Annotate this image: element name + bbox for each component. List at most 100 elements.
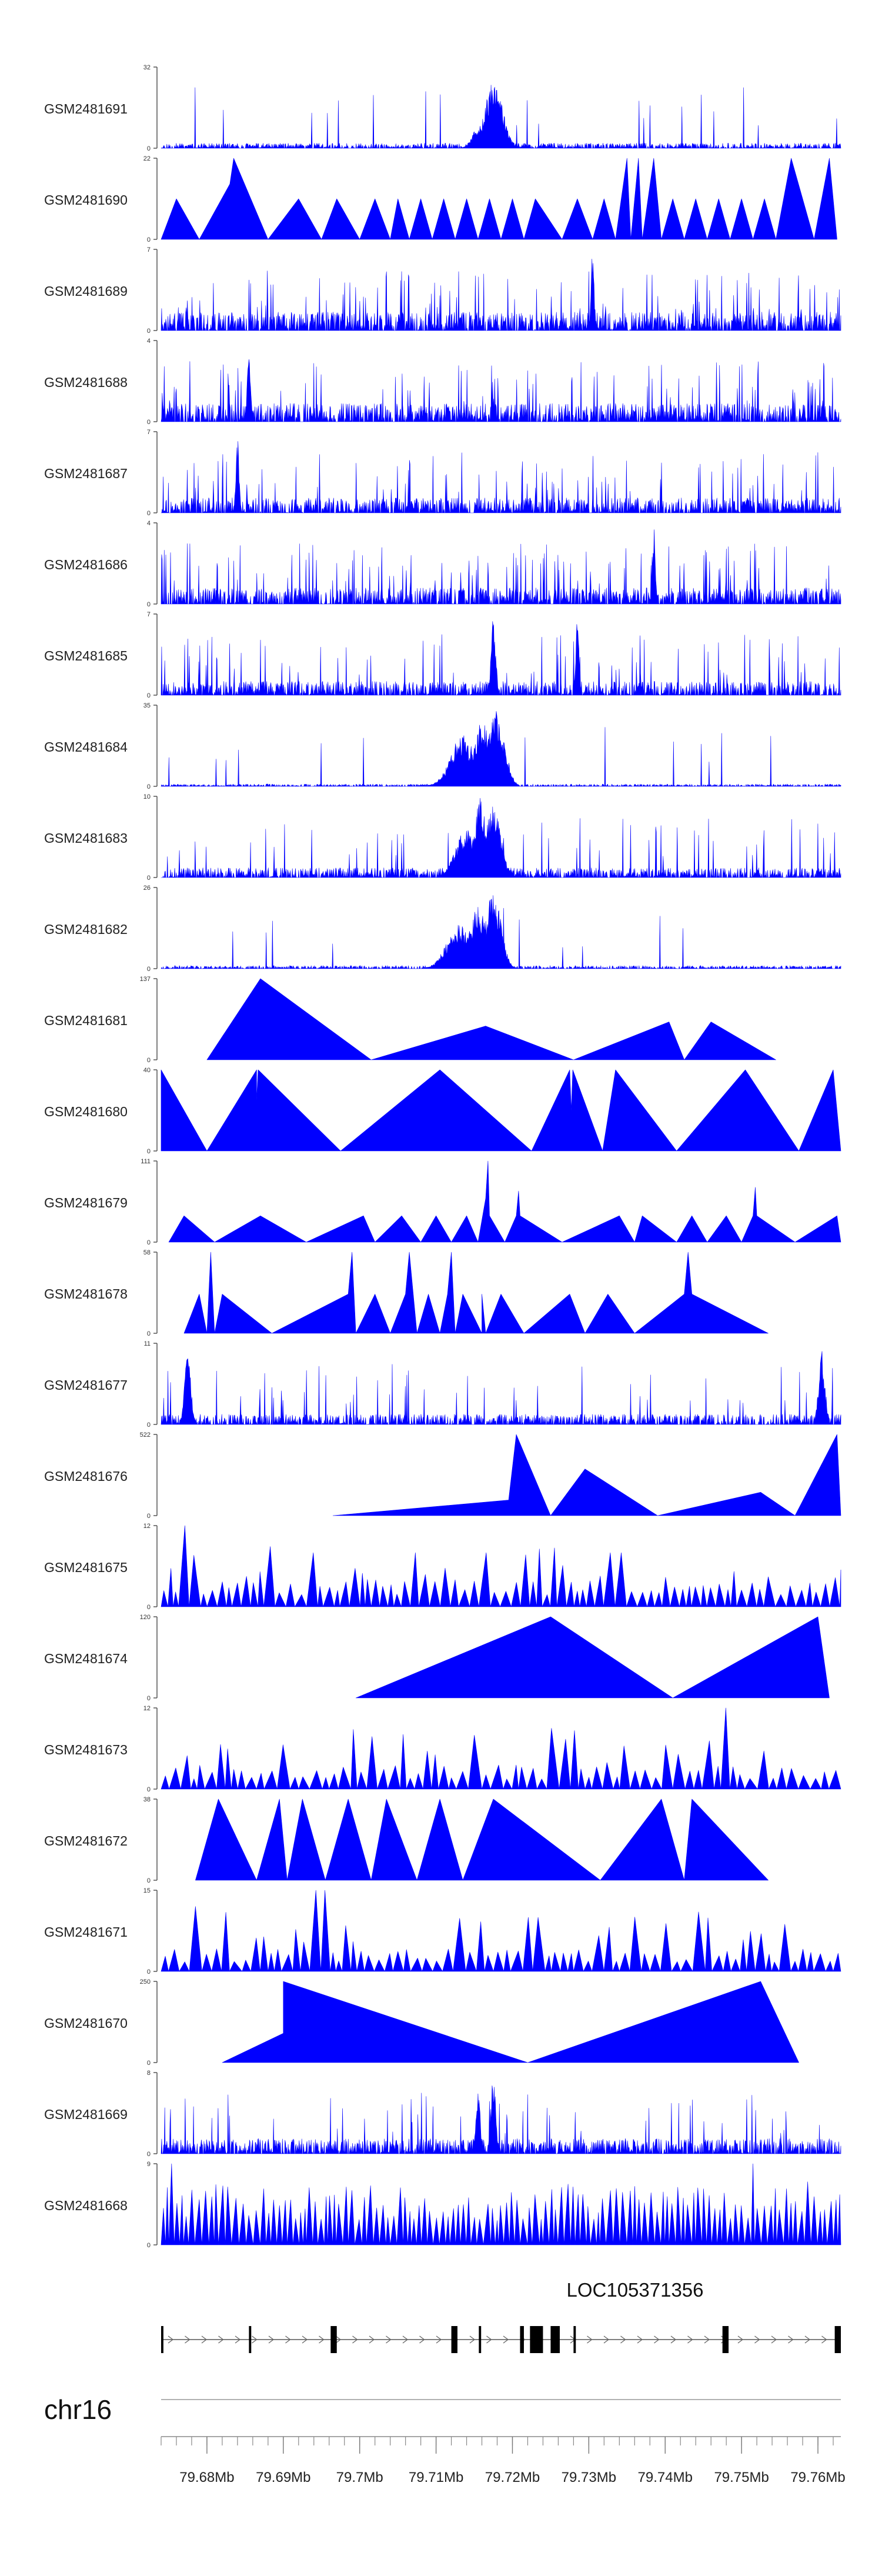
strand-arrow bbox=[821, 2335, 827, 2344]
strand-arrow bbox=[654, 2335, 660, 2344]
strand-arrow bbox=[503, 2335, 509, 2344]
strand-arrow bbox=[687, 2335, 693, 2344]
y-min-label: 0 bbox=[147, 1513, 151, 1520]
track-label: GSM2481668 bbox=[44, 2198, 128, 2213]
y-min-label: 0 bbox=[147, 783, 151, 790]
track-label: GSM2481673 bbox=[44, 1742, 128, 1757]
gene-exon bbox=[834, 2326, 841, 2353]
y-min-label: 0 bbox=[147, 145, 151, 152]
strand-arrow bbox=[804, 2335, 811, 2344]
coverage-area bbox=[161, 1525, 841, 1607]
track-GSM2481679: GSM2481679 111 0 bbox=[44, 1158, 841, 1246]
y-max-label: 12 bbox=[143, 1523, 151, 1530]
strand-arrow bbox=[436, 2335, 442, 2344]
y-max-label: 7 bbox=[147, 611, 151, 618]
strand-arrow bbox=[185, 2335, 191, 2344]
track-GSM2481682: GSM2481682 26 0 bbox=[44, 885, 841, 973]
strand-arrow bbox=[235, 2335, 241, 2344]
strand-arrow bbox=[620, 2335, 626, 2344]
coverage-area bbox=[161, 85, 841, 149]
y-min-label: 0 bbox=[147, 419, 151, 426]
strand-arrow bbox=[754, 2335, 760, 2344]
y-max-label: 10 bbox=[143, 793, 151, 800]
gene-exon bbox=[573, 2326, 576, 2353]
y-max-label: 12 bbox=[143, 1705, 151, 1712]
track-label: GSM2481685 bbox=[44, 648, 128, 663]
strand-arrow bbox=[419, 2335, 425, 2344]
coverage-area bbox=[161, 711, 841, 787]
strand-arrow bbox=[587, 2335, 593, 2344]
strand-arrow bbox=[737, 2335, 744, 2344]
track-label: GSM2481691 bbox=[44, 101, 128, 116]
strand-arrow bbox=[788, 2335, 794, 2344]
y-max-label: 7 bbox=[147, 429, 151, 436]
coverage-area bbox=[161, 441, 841, 513]
track-label: GSM2481672 bbox=[44, 1833, 128, 1848]
track-label: GSM2481676 bbox=[44, 1469, 128, 1484]
coverage-area bbox=[183, 1252, 769, 1334]
y-max-label: 120 bbox=[140, 1614, 151, 1621]
strand-arrow bbox=[386, 2335, 392, 2344]
y-min-label: 0 bbox=[147, 2151, 151, 2158]
strand-arrow bbox=[352, 2335, 358, 2344]
track-label: GSM2481686 bbox=[44, 557, 128, 572]
coverage-area bbox=[161, 1890, 841, 1972]
y-max-label: 4 bbox=[147, 520, 151, 527]
coverage-area bbox=[355, 1616, 830, 1699]
coverage-area bbox=[161, 529, 841, 605]
track-label: GSM2481687 bbox=[44, 466, 128, 481]
y-max-label: 9 bbox=[147, 2161, 151, 2168]
gene-exon bbox=[249, 2326, 252, 2353]
y-min-label: 0 bbox=[147, 1695, 151, 1702]
y-min-label: 0 bbox=[147, 1877, 151, 1884]
strand-arrow bbox=[319, 2335, 325, 2344]
y-max-label: 22 bbox=[143, 155, 151, 162]
y-min-label: 0 bbox=[147, 1422, 151, 1429]
track-label: GSM2481669 bbox=[44, 2107, 128, 2122]
strand-arrow bbox=[302, 2335, 308, 2344]
coverage-area bbox=[161, 259, 841, 331]
genome-axis-track: chr16 79.68Mb 79.69Mb 79.7Mb 79.71Mb 79.72Mb… bbox=[44, 2394, 846, 2485]
y-max-label: 15 bbox=[143, 1887, 151, 1894]
coverage-area bbox=[161, 1707, 841, 1790]
track-GSM2481674: GSM2481674 120 0 bbox=[44, 1614, 830, 1702]
track-GSM2481684: GSM2481684 35 0 bbox=[44, 702, 841, 790]
coverage-area bbox=[332, 1434, 841, 1516]
strand-arrow bbox=[218, 2335, 224, 2344]
track-label: GSM2481675 bbox=[44, 1560, 128, 1575]
track-GSM2481677: GSM2481677 11 0 bbox=[44, 1340, 841, 1429]
y-min-label: 0 bbox=[147, 1057, 151, 1064]
coverage-area bbox=[161, 895, 841, 969]
track-GSM2481688: GSM2481688 4 0 bbox=[44, 338, 841, 426]
strand-arrow bbox=[402, 2335, 409, 2344]
track-GSM2481687: GSM2481687 7 0 bbox=[44, 429, 841, 517]
y-min-label: 0 bbox=[147, 1330, 151, 1337]
coverage-area bbox=[206, 978, 776, 1060]
y-min-label: 0 bbox=[147, 236, 151, 243]
track-GSM2481673: GSM2481673 12 0 bbox=[44, 1705, 841, 1793]
track-GSM2481686: GSM2481686 4 0 bbox=[44, 520, 841, 608]
axis-tick-label: 79.7Mb bbox=[336, 2470, 383, 2485]
y-max-label: 137 bbox=[140, 976, 151, 983]
coverage-area bbox=[161, 1351, 841, 1425]
track-label: GSM2481671 bbox=[44, 1924, 128, 1940]
strand-arrow bbox=[603, 2335, 610, 2344]
gene-exon bbox=[161, 2326, 163, 2353]
y-max-label: 111 bbox=[141, 1158, 151, 1165]
gene-annotation-track: LOC105371356 bbox=[161, 2279, 841, 2353]
track-label: GSM2481684 bbox=[44, 739, 128, 755]
strand-arrow bbox=[252, 2335, 258, 2344]
track-label: GSM2481689 bbox=[44, 283, 128, 299]
y-min-label: 0 bbox=[147, 328, 151, 335]
track-label: GSM2481679 bbox=[44, 1195, 128, 1210]
y-max-label: 58 bbox=[143, 1249, 151, 1256]
strand-arrow bbox=[771, 2335, 777, 2344]
gene-name-label: LOC105371356 bbox=[566, 2279, 703, 2301]
track-label: GSM2481680 bbox=[44, 1104, 128, 1119]
track-GSM2481678: GSM2481678 58 0 bbox=[44, 1249, 769, 1337]
strand-arrow bbox=[335, 2335, 342, 2344]
track-GSM2481676: GSM2481676 522 0 bbox=[44, 1432, 841, 1520]
coverage-area bbox=[168, 1160, 841, 1243]
y-max-label: 26 bbox=[143, 885, 151, 892]
